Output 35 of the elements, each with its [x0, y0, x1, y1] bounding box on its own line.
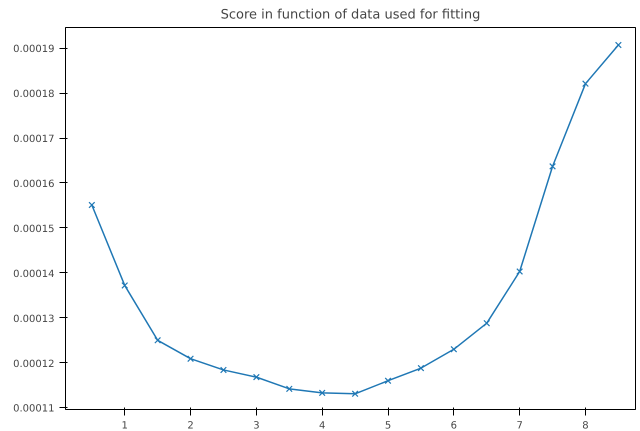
y-tick-label: 0.00014 — [13, 268, 55, 280]
y-tick-label: 0.00011 — [13, 404, 55, 415]
point — [614, 42, 622, 48]
point — [582, 80, 589, 88]
point — [121, 282, 128, 289]
x-tick-label: 6 — [450, 420, 458, 431]
point — [483, 320, 490, 327]
y-tick-label: 0.00019 — [13, 44, 55, 56]
point — [252, 374, 260, 381]
y-tick-label: 0.00013 — [13, 314, 55, 325]
point — [220, 366, 227, 374]
x-tick-label: 5 — [384, 420, 392, 431]
point — [450, 346, 458, 353]
x-tick-label: 2 — [187, 420, 194, 431]
x-tick-label: 4 — [319, 420, 326, 431]
x-tick-label: 8 — [582, 420, 589, 431]
point — [88, 202, 96, 208]
point — [352, 390, 359, 398]
chart-title: Score in function of data used for fitting — [220, 8, 480, 22]
y-tick-label: 0.00012 — [13, 358, 55, 370]
y-tick-label: 0.00015 — [13, 224, 55, 235]
x-tick-label: 7 — [516, 420, 523, 431]
point — [187, 355, 194, 362]
y-tick-label: 0.00016 — [13, 178, 55, 190]
y-tick-label: 0.00017 — [13, 134, 55, 146]
x-tick-label: 1 — [122, 420, 128, 431]
x-tick-label: 3 — [253, 420, 260, 431]
point — [418, 364, 424, 372]
point — [286, 385, 293, 392]
point — [549, 162, 556, 170]
point — [384, 377, 392, 384]
point — [318, 389, 326, 396]
point — [516, 268, 524, 275]
y-tick-label: 0.00018 — [13, 89, 55, 100]
point — [154, 336, 162, 344]
